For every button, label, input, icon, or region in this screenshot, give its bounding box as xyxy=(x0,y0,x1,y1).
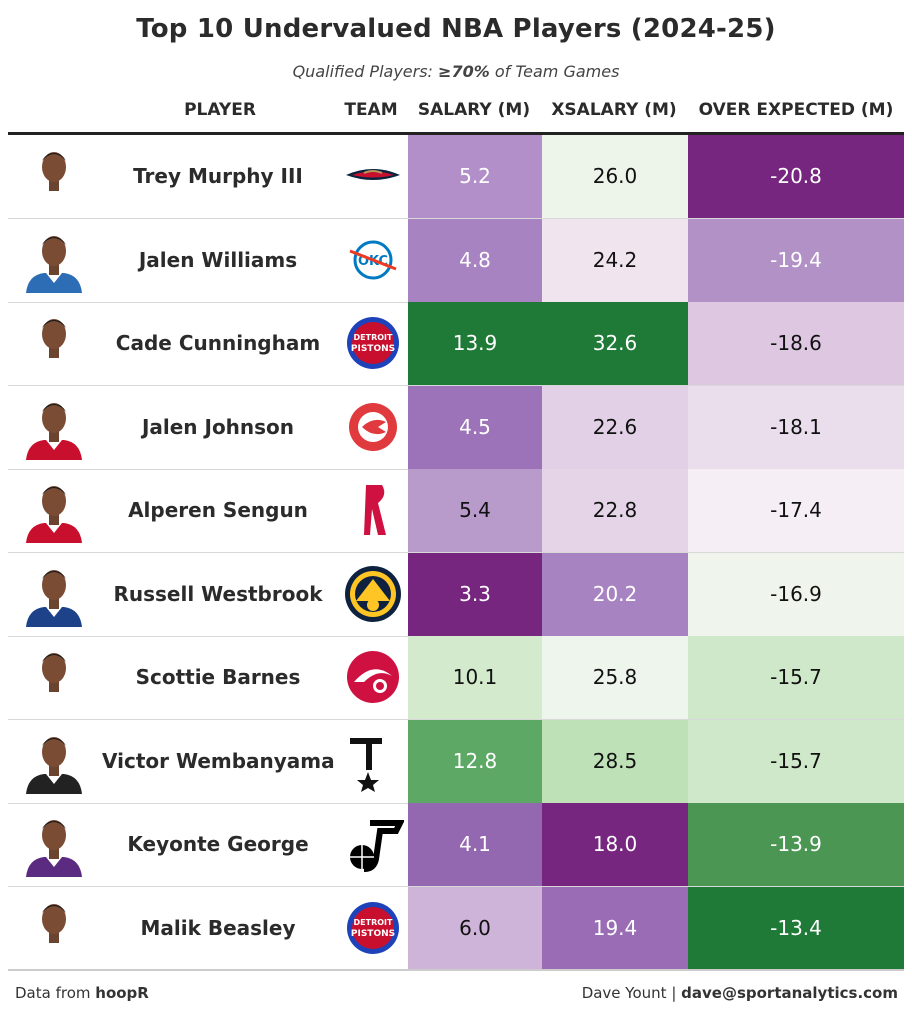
over-cell: -13.4 xyxy=(688,886,904,970)
thunder-logo: OKC xyxy=(342,229,404,291)
svg-text:DETROIT: DETROIT xyxy=(354,333,394,342)
player-name: Scottie Barnes xyxy=(135,665,301,689)
rockets-logo xyxy=(342,479,404,541)
player-headshot xyxy=(22,895,86,961)
salary-cell: 4.8 xyxy=(408,218,542,302)
over-cell: -15.7 xyxy=(688,636,904,719)
xsalary-cell: 26.0 xyxy=(542,135,688,218)
table-bottom-rule xyxy=(8,969,904,971)
player-name: Trey Murphy III xyxy=(133,164,303,188)
xsalary-cell: 25.8 xyxy=(542,636,688,719)
xsalary-cell: 24.2 xyxy=(542,218,688,302)
table-row: Cade Cunningham DETROIT PISTONS 13.9 32.6 -18… xyxy=(8,302,904,386)
pistons-logo: DETROIT PISTONS xyxy=(342,312,404,374)
over-cell: -16.9 xyxy=(688,552,904,636)
subtitle-threshold: ≥70% xyxy=(438,62,490,81)
footer-source: Data from hoopR xyxy=(15,984,149,1002)
player-name: Keyonte George xyxy=(127,832,309,856)
salary-cell: 5.2 xyxy=(408,135,542,218)
salary-cell: 10.1 xyxy=(408,636,542,719)
pistons-logo: DETROIT PISTONS xyxy=(342,897,404,959)
table-row: Malik Beasley DETROIT PISTONS 6.0 19.4 -13.4 xyxy=(8,886,904,971)
salary-cell: 13.9 xyxy=(408,302,542,385)
xsalary-cell: 32.6 xyxy=(542,302,688,385)
chart-subtitle: Qualified Players: ≥70% of Team Games xyxy=(0,62,912,81)
header-over-expected: OVER EXPECTED (M) xyxy=(698,100,894,120)
over-cell: -17.4 xyxy=(688,469,904,552)
footer-source-prefix: Data from xyxy=(15,984,96,1002)
player-headshot xyxy=(22,394,86,460)
player-name: Jalen Williams xyxy=(138,247,298,272)
svg-text:PISTONS: PISTONS xyxy=(351,344,395,354)
jazz-logo xyxy=(342,813,405,875)
svg-text:DETROIT: DETROIT xyxy=(354,918,394,927)
xsalary-cell: 22.6 xyxy=(542,385,688,469)
subtitle-prefix: Qualified Players: xyxy=(292,62,439,81)
player-name: Russell Westbrook xyxy=(113,581,323,606)
salary-cell: 6.0 xyxy=(408,886,542,970)
table-row: Trey Murphy III 5.2 26.0 -20.8 xyxy=(8,135,904,219)
salary-cell: 3.3 xyxy=(408,552,542,636)
svg-text:PISTONS: PISTONS xyxy=(351,929,395,939)
player-name: Victor Wembanyama xyxy=(102,748,335,773)
over-cell: -15.7 xyxy=(688,719,904,803)
table-row: Scottie Barnes 10.1 25.8 -15.7 xyxy=(8,636,904,720)
over-cell: -18.1 xyxy=(688,385,904,469)
xsalary-cell: 19.4 xyxy=(542,886,688,970)
hawks-logo xyxy=(342,396,404,458)
table-row: Alperen Sengun 5.4 22.8 -17.4 xyxy=(8,469,904,553)
salary-cell: 4.1 xyxy=(408,803,542,886)
nuggets-logo xyxy=(342,563,404,625)
table-row: Jalen Williams OKC4.824.2-19.4 xyxy=(8,218,904,303)
over-cell: -19.4 xyxy=(688,218,904,302)
header-player: PLAYER xyxy=(184,100,256,120)
xsalary-cell: 20.2 xyxy=(542,552,688,636)
over-cell: -20.8 xyxy=(688,135,904,218)
raptors-logo xyxy=(342,646,404,708)
footer-credit-prefix: Dave Yount | xyxy=(581,984,682,1002)
xsalary-cell: 28.5 xyxy=(542,719,688,803)
table-row: Keyonte George 4.1 18.0 -13.9 xyxy=(8,803,904,887)
player-headshot xyxy=(22,728,86,794)
over-cell: -13.9 xyxy=(688,803,904,886)
player-name: Cade Cunningham xyxy=(115,331,321,355)
pelicans-logo xyxy=(342,145,404,207)
player-headshot xyxy=(22,310,86,376)
player-headshot xyxy=(22,143,86,209)
player-name: Jalen Johnson xyxy=(141,414,295,439)
header-xsalary: XSALARY (M) xyxy=(551,100,677,120)
player-name: Malik Beasley xyxy=(140,915,296,940)
player-name: Alperen Sengun xyxy=(128,498,308,522)
table-row: Victor Wembanyama 12.8 28.5 -15.7 xyxy=(8,719,904,804)
header-salary: SALARY (M) xyxy=(417,100,531,120)
header-team: TEAM xyxy=(344,100,398,120)
chart-title: Top 10 Undervalued NBA Players (2024-25) xyxy=(136,14,776,44)
footer-source-name: hoopR xyxy=(95,984,149,1002)
xsalary-cell: 18.0 xyxy=(542,803,688,886)
salary-cell: 12.8 xyxy=(408,719,542,803)
spurs-logo xyxy=(342,730,404,792)
player-headshot xyxy=(22,477,86,543)
salary-cell: 5.4 xyxy=(408,469,542,552)
table-row: Russell Westbrook 3.3 20.2 -16.9 xyxy=(8,552,904,637)
subtitle-suffix: of Team Games xyxy=(489,62,620,81)
player-headshot xyxy=(22,561,86,627)
player-headshot xyxy=(22,227,86,293)
header-rule xyxy=(8,132,904,135)
over-cell: -18.6 xyxy=(688,302,904,385)
table-row: Jalen Johnson 4.5 22.6 -18.1 xyxy=(8,385,904,470)
player-headshot xyxy=(22,811,86,877)
footer-credit: Dave Yount | dave@sportanalytics.com xyxy=(582,984,898,1002)
xsalary-cell: 22.8 xyxy=(542,469,688,552)
footer-credit-email: dave@sportanalytics.com xyxy=(681,984,898,1002)
salary-cell: 4.5 xyxy=(408,385,542,469)
player-headshot xyxy=(22,644,86,710)
